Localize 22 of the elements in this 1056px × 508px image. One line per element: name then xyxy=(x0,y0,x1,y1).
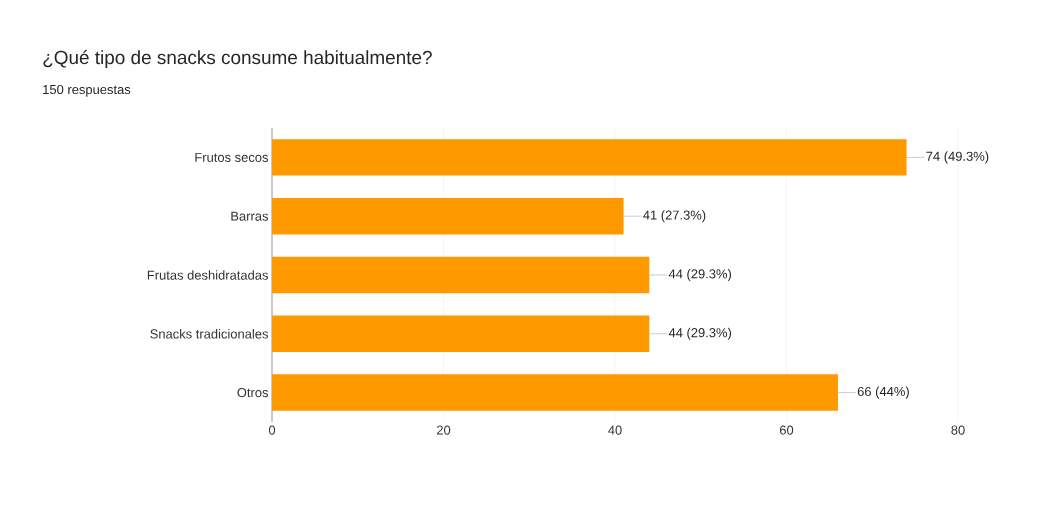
bar xyxy=(272,374,838,411)
bar xyxy=(272,139,907,176)
chart-title: ¿Qué tipo de snacks consume habitualmente? xyxy=(43,50,432,68)
y-tick-label: Frutos secos xyxy=(195,152,269,162)
bar xyxy=(272,197,624,235)
data-label: 74 (49.3%) xyxy=(926,151,989,164)
text: 150 respuestas xyxy=(43,84,131,97)
y-tick-label: Frutas deshidratadas xyxy=(147,270,268,280)
x-tick-label: 0 xyxy=(268,425,276,435)
y-tick-label: Barras xyxy=(231,211,269,221)
bar xyxy=(272,256,650,294)
x-tick-label: 80 xyxy=(951,425,965,435)
x-tick-label: 60 xyxy=(779,425,794,435)
x-tick-label: 20 xyxy=(436,425,451,435)
y-tick-label: Snacks tradicionales xyxy=(150,329,268,339)
data-label: 44 (29.3%) xyxy=(668,327,732,340)
bar xyxy=(272,315,650,353)
x-tick-label: 40 xyxy=(608,425,622,435)
y-tick-label: Otros xyxy=(237,388,269,398)
data-label: 44 (29.3%) xyxy=(668,268,732,282)
data-label: 66 (44%) xyxy=(857,386,909,399)
data-label: 41 (27.3%) xyxy=(643,210,706,223)
